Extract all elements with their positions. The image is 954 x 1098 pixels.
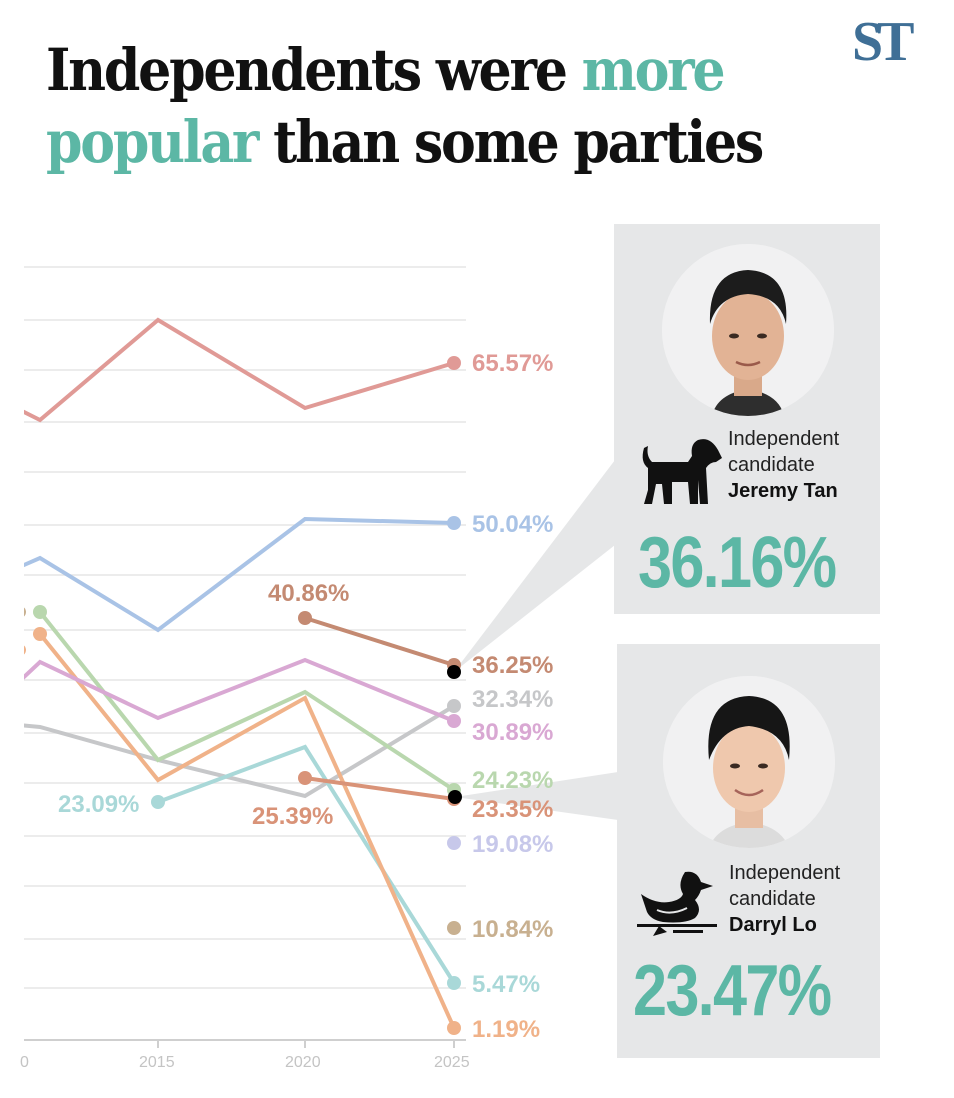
title-part-1: Independents were [46,36,582,104]
label-blue-2025: 50.04% [472,511,553,538]
series-line-blue [24,516,455,633]
avatar-jeremy-tan [662,244,834,416]
chart-title: Independents were more popular than some … [46,34,784,178]
series-line-purple [24,657,455,723]
candidate-type-line1: Independent [728,428,840,450]
label-tan-2025: 10.84% [472,916,553,943]
series-line-orange [38,632,456,1029]
avatar-darryl-lo [663,676,835,848]
candidate-name: Jeremy Tan [728,480,838,502]
series-line-green [38,610,456,792]
st-logo: ST [852,11,914,73]
candidate-label-jeremy-tan: Independent candidate Jeremy Tan [728,426,839,504]
series-line-red [24,317,455,423]
gridlines [24,266,466,989]
candidate-name: Darryl Lo [729,914,817,936]
x-axis-labels: 0 2015 2020 2025 [20,1054,470,1071]
series-line-orange-brown [304,776,455,801]
tick-label-2010: 0 [20,1054,29,1071]
series-line-brown [304,616,455,667]
candidate-type-line2: candidate [729,888,816,910]
portrait-icon [663,676,835,848]
callout-wedge-jeremy [454,460,615,672]
candidate-type-line2: candidate [728,454,815,476]
label-orange-brown-2020: 25.39% [252,803,333,830]
title-part-2: than some parties [257,108,764,176]
label-purple-2025: 30.89% [472,719,553,746]
label-brown-2025: 36.25% [472,652,553,679]
vote-share-jeremy-tan: 36.16% [638,523,837,603]
label-red-2025: 65.57% [472,350,553,377]
callout-wedge-darryl [455,772,618,820]
tick-label-2015: 2015 [139,1054,175,1071]
vote-share-darryl-lo: 23.47% [633,951,832,1031]
tick-label-2020: 2020 [285,1054,321,1071]
jeremy-tan-marker [447,665,461,679]
candidate-card-jeremy-tan: Independent candidate Jeremy Tan 36.16% [614,224,880,614]
label-grey-2025: 32.34% [472,686,553,713]
series-line-teal [157,744,456,985]
dog-icon [642,439,722,504]
candidate-label-darryl-lo: Independent candidate Darryl Lo [729,860,840,938]
title-accent-popular: popular [46,108,259,176]
label-lavender-2025: 19.08% [472,831,553,858]
darryl-lo-marker [448,790,462,804]
candidate-card-darryl-lo: Independent candidate Darryl Lo 23.47% [617,644,880,1058]
portrait-icon [662,244,834,416]
label-teal-2025: 5.47% [472,971,540,998]
duck-icon [637,871,717,936]
label-teal-2015: 23.09% [58,791,139,818]
candidate-type-line1: Independent [729,862,841,884]
title-accent-more: more [581,36,726,104]
label-green-2025: 24.23% [472,767,553,794]
label-brown-2020: 40.86% [268,580,349,607]
x-axis [24,1039,466,1048]
label-orange-2025: 1.19% [472,1016,540,1043]
label-orange-brown-2025: 23.35% [472,796,553,823]
tick-label-2025: 2025 [434,1054,470,1071]
